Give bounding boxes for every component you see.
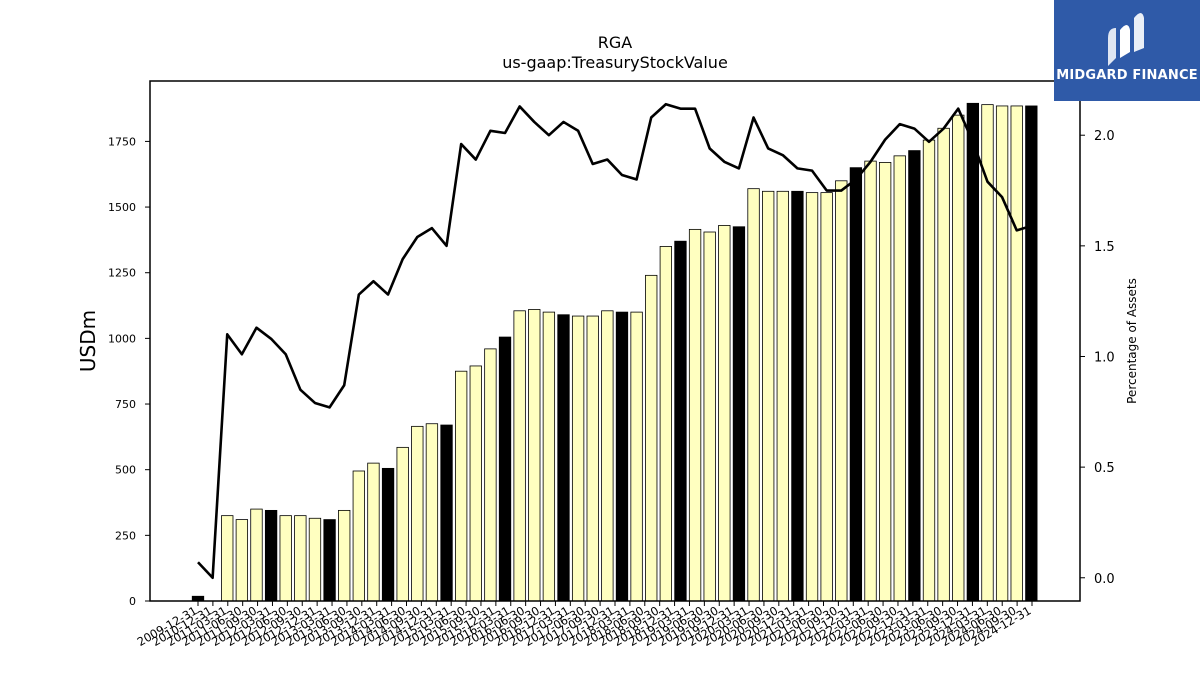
bar <box>586 315 599 602</box>
y2-tick-label: 0.5 <box>1094 461 1115 476</box>
bar <box>630 311 643 602</box>
y-tick-label: 1250 <box>108 267 136 280</box>
y-tick-label: 1000 <box>108 332 136 345</box>
y2-tick-label: 2.0 <box>1094 129 1115 144</box>
bar <box>791 190 804 602</box>
bar <box>440 424 453 602</box>
y-tick-label: 750 <box>115 398 136 411</box>
bar <box>264 509 278 602</box>
bar <box>1010 105 1023 602</box>
y-tick-label: 250 <box>115 529 136 542</box>
bar <box>425 423 439 602</box>
bar <box>601 310 614 602</box>
y2-tick-label: 0.0 <box>1094 572 1115 587</box>
bar <box>703 231 716 602</box>
bar <box>805 192 819 602</box>
bar <box>308 517 322 602</box>
left-axis-ticks: 0 250 500 750 1000 1250 1500 1750 <box>108 135 150 608</box>
y-tick-label: 500 <box>115 464 136 477</box>
plot-frame <box>149 80 1081 602</box>
y-tick-label: 1500 <box>108 201 136 214</box>
bar <box>498 336 512 602</box>
bar <box>762 190 775 602</box>
bar <box>732 226 746 602</box>
bar <box>279 515 292 602</box>
bar <box>367 462 380 602</box>
pct-assets-line <box>197 102 1032 580</box>
bar <box>922 139 936 602</box>
bar <box>849 167 863 602</box>
bar <box>323 519 336 602</box>
bar <box>557 314 570 602</box>
bar <box>820 192 833 602</box>
bar <box>411 425 424 602</box>
right-axis-ticks: 0.0 0.5 1.0 1.5 2.0 <box>1080 129 1115 587</box>
bar <box>250 508 263 602</box>
bar <box>221 515 234 602</box>
bar <box>688 228 702 602</box>
bar <box>381 467 395 602</box>
bar <box>338 509 351 602</box>
bar <box>878 162 892 602</box>
bar <box>908 150 921 602</box>
y2-tick-label: 1.0 <box>1094 350 1115 365</box>
bar <box>294 515 307 602</box>
bar <box>776 190 789 602</box>
logo-text: MIDGARD FINANCE <box>1056 68 1198 83</box>
bar <box>937 127 950 602</box>
bar <box>718 225 731 602</box>
bar <box>893 155 906 602</box>
bar <box>995 105 1009 602</box>
bar <box>835 180 848 602</box>
bar <box>571 315 585 602</box>
y-tick-label: 0 <box>129 595 136 608</box>
bar <box>645 274 658 602</box>
logo-mark-icon <box>1108 13 1144 66</box>
bar <box>528 309 541 602</box>
bar <box>864 160 877 602</box>
bar <box>747 188 760 602</box>
bar <box>1025 105 1038 602</box>
bar <box>542 311 556 602</box>
bar <box>966 102 980 602</box>
bar <box>615 311 629 602</box>
chart-subtitle: us-gaap:TreasuryStockValue <box>502 53 728 72</box>
line-group <box>197 102 1032 580</box>
bar <box>469 365 482 602</box>
bar-group <box>191 102 1038 602</box>
bar <box>484 348 497 602</box>
midgard-finance-logo: MIDGARD FINANCE <box>1054 0 1200 101</box>
bar <box>235 519 249 602</box>
y-tick-label: 1750 <box>108 135 136 148</box>
bar <box>659 246 672 602</box>
bar <box>352 470 365 602</box>
y-axis-label: USDm <box>76 310 100 372</box>
chart-title: RGA <box>598 33 633 52</box>
y2-axis-label: Percentage of Assets <box>1125 278 1139 404</box>
bar <box>455 370 468 602</box>
bar <box>396 446 409 602</box>
bar <box>952 114 965 602</box>
y2-tick-label: 1.5 <box>1094 240 1115 255</box>
x-axis-ticks: 2009-12-312010-12-312011-03-312011-06-30… <box>135 601 1034 649</box>
bar <box>513 310 526 602</box>
bar <box>674 240 687 602</box>
